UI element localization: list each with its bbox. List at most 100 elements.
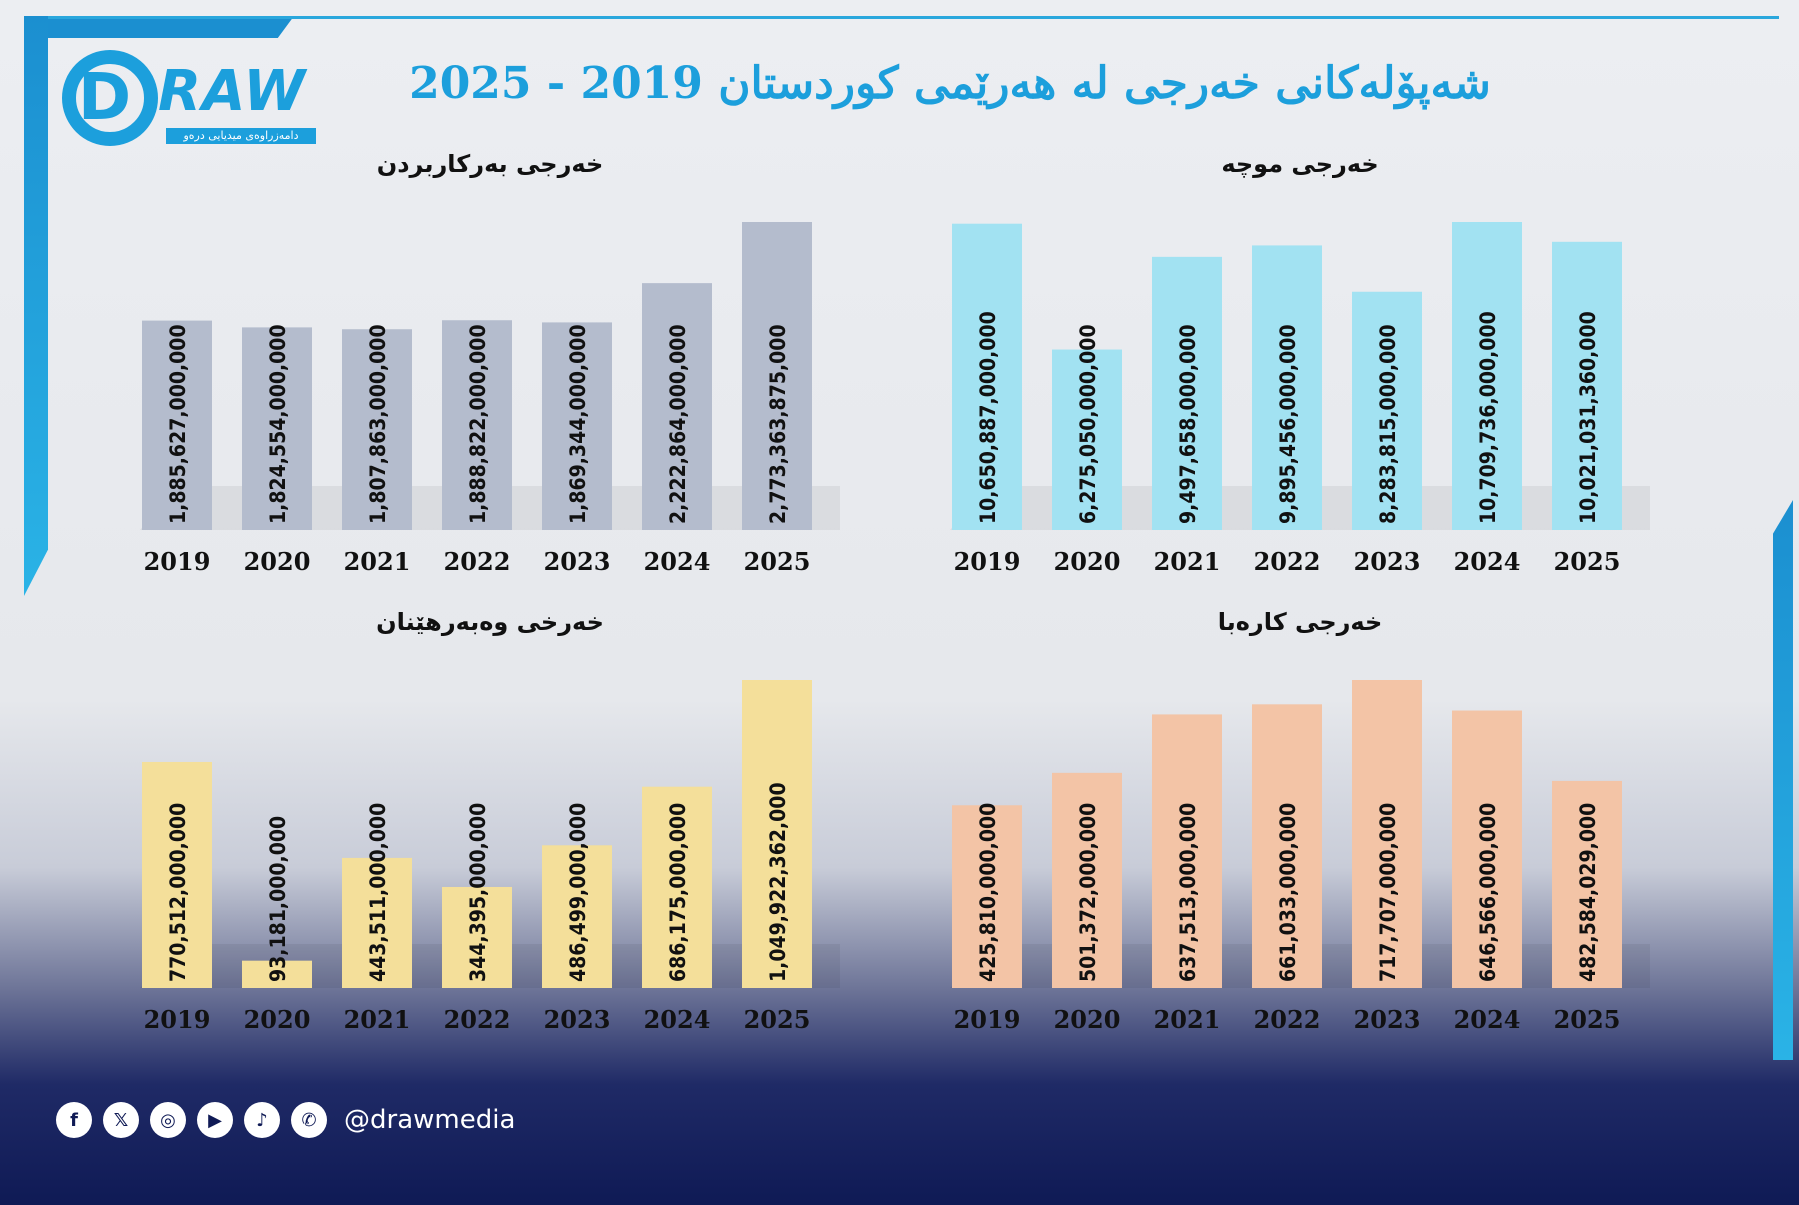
whatsapp-icon[interactable]: ✆ <box>291 1102 327 1138</box>
bar-2025 <box>1552 780 1622 988</box>
logo-subtitle: دامەزراوەی میدیایی درەو <box>166 128 316 144</box>
chart-svg: 1,885,627,000,000 2019 1,824,554,000,000 20… <box>140 222 840 576</box>
year-label: 2021 <box>344 547 411 576</box>
bar-value-label: 686,175,000,000 <box>666 803 690 982</box>
year-label: 2024 <box>644 547 711 576</box>
bar-2024 <box>642 283 712 530</box>
year-label: 2021 <box>1154 1005 1221 1034</box>
bar-2019 <box>142 761 212 988</box>
bar-2024 <box>1452 222 1522 530</box>
year-label: 2025 <box>744 547 811 576</box>
frame-left-accent <box>24 16 48 596</box>
year-label: 2024 <box>1454 547 1521 576</box>
bar-value-label: 717,707,000,000 <box>1376 803 1400 982</box>
social-handle[interactable]: @drawmedia <box>344 1105 516 1135</box>
bar-value-label: 93,181,000,000 <box>266 816 290 982</box>
instagram-icon[interactable]: ◎ <box>150 1102 186 1138</box>
year-label: 2020 <box>1054 1005 1121 1034</box>
logo-text: RAW <box>158 59 307 124</box>
bar-value-label: 425,810,000,000 <box>976 803 1000 982</box>
bar-2022 <box>442 886 512 988</box>
year-label: 2019 <box>954 547 1021 576</box>
bar-2023 <box>1352 291 1422 530</box>
bar-2022 <box>1252 704 1322 988</box>
year-label: 2019 <box>954 1005 1021 1034</box>
year-label: 2019 <box>144 1005 211 1034</box>
bar-2020 <box>242 327 312 530</box>
year-label: 2023 <box>1354 1005 1421 1034</box>
year-label: 2020 <box>1054 547 1121 576</box>
facebook-icon[interactable]: f <box>56 1102 92 1138</box>
frame-top-line <box>24 16 1779 19</box>
social-bar: f 𝕏 ◎ ▶ ♪ ✆ @drawmedia <box>56 1102 515 1138</box>
year-label: 2019 <box>144 547 211 576</box>
bar-2023 <box>1352 680 1422 988</box>
year-label: 2022 <box>1254 547 1321 576</box>
bar-2021 <box>342 857 412 988</box>
bar-value-label: 1,824,554,000,000 <box>266 324 290 524</box>
bar-2025 <box>742 222 812 530</box>
bar-2021 <box>342 329 412 530</box>
bar-2025 <box>742 680 812 988</box>
bar-value-label: 9,497,658,000,000 <box>1176 324 1200 524</box>
bar-2020 <box>1052 349 1122 530</box>
frame-top-left-accent <box>24 16 294 38</box>
bar-value-label: 9,895,456,000,000 <box>1276 324 1300 524</box>
bar-2022 <box>1252 245 1322 530</box>
bar-2025 <box>1552 241 1622 530</box>
bar-value-label: 646,566,000,000 <box>1476 803 1500 982</box>
bar-value-label: 10,650,887,000,000 <box>976 311 1000 524</box>
chart-svg: 425,810,000,000 2019 501,372,000,000 2020 63… <box>950 680 1650 1034</box>
chart-title: خەرجی بەرکاربردن <box>376 150 604 178</box>
bar-2020 <box>1052 772 1122 988</box>
bar-2020 <box>242 960 312 988</box>
draw-logo: D RAW دامەزراوەی میدیایی درەو <box>62 48 327 148</box>
year-label: 2022 <box>1254 1005 1321 1034</box>
bar-value-label: 344,395,000,000 <box>466 803 490 982</box>
bar-value-label: 637,513,000,000 <box>1176 803 1200 982</box>
chart-electricity: خەرجی کارەبا 425,810,000,000 2019 501,372,… <box>950 608 1650 1048</box>
bar-value-label: 10,021,031,360,000 <box>1576 311 1600 524</box>
frame-right-accent <box>1773 500 1793 1060</box>
bar-2021 <box>1152 256 1222 530</box>
tiktok-icon[interactable]: ♪ <box>244 1102 280 1138</box>
bar-value-label: 443,511,000,000 <box>366 803 390 982</box>
bar-value-label: 1,869,344,000,000 <box>566 324 590 524</box>
bar-value-label: 1,888,822,000,000 <box>466 324 490 524</box>
x-icon[interactable]: 𝕏 <box>103 1102 139 1138</box>
year-label: 2021 <box>1154 547 1221 576</box>
bar-value-label: 501,372,000,000 <box>1076 803 1100 982</box>
bar-value-label: 1,807,863,000,000 <box>366 324 390 524</box>
year-label: 2022 <box>444 547 511 576</box>
year-label: 2020 <box>244 1005 311 1034</box>
year-label: 2025 <box>1554 547 1621 576</box>
year-label: 2022 <box>444 1005 511 1034</box>
bar-2019 <box>142 320 212 530</box>
chart-title: خەرجی موچە <box>1221 150 1379 178</box>
chart-title: خەرجی کارەبا <box>1217 608 1383 636</box>
bar-value-label: 770,512,000,000 <box>166 803 190 982</box>
bar-2023 <box>542 322 612 530</box>
bar-value-label: 10,709,736,000,000 <box>1476 311 1500 524</box>
bar-2019 <box>952 223 1022 530</box>
year-label: 2024 <box>1454 1005 1521 1034</box>
bar-2023 <box>542 845 612 988</box>
year-label: 2023 <box>544 547 611 576</box>
bar-value-label: 1,885,627,000,000 <box>166 324 190 524</box>
year-label: 2023 <box>1354 547 1421 576</box>
page-title: شەپۆلەکانی خەرجی لە هەرێمی کوردستان 2019… <box>409 58 1491 109</box>
bar-2024 <box>642 786 712 988</box>
bar-2019 <box>952 805 1022 988</box>
bar-value-label: 661,033,000,000 <box>1276 803 1300 982</box>
youtube-icon[interactable]: ▶ <box>197 1102 233 1138</box>
year-label: 2020 <box>244 547 311 576</box>
year-label: 2023 <box>544 1005 611 1034</box>
chart-title: خەرخی وەبەرهێنان <box>376 608 604 636</box>
chart-salary: خەرجی موچە 10,650,887,000,000 2019 6,275,0… <box>950 150 1650 590</box>
year-label: 2024 <box>644 1005 711 1034</box>
chart-svg: 10,650,887,000,000 2019 6,275,050,000,000 2… <box>950 222 1650 576</box>
bar-value-label: 482,584,029,000 <box>1576 803 1600 982</box>
chart-investment: خەرخی وەبەرهێنان 770,512,000,000 2019 93,1… <box>140 608 840 1048</box>
bar-value-label: 486,499,000,000 <box>566 803 590 982</box>
bar-value-label: 2,773,363,875,000 <box>766 324 790 524</box>
